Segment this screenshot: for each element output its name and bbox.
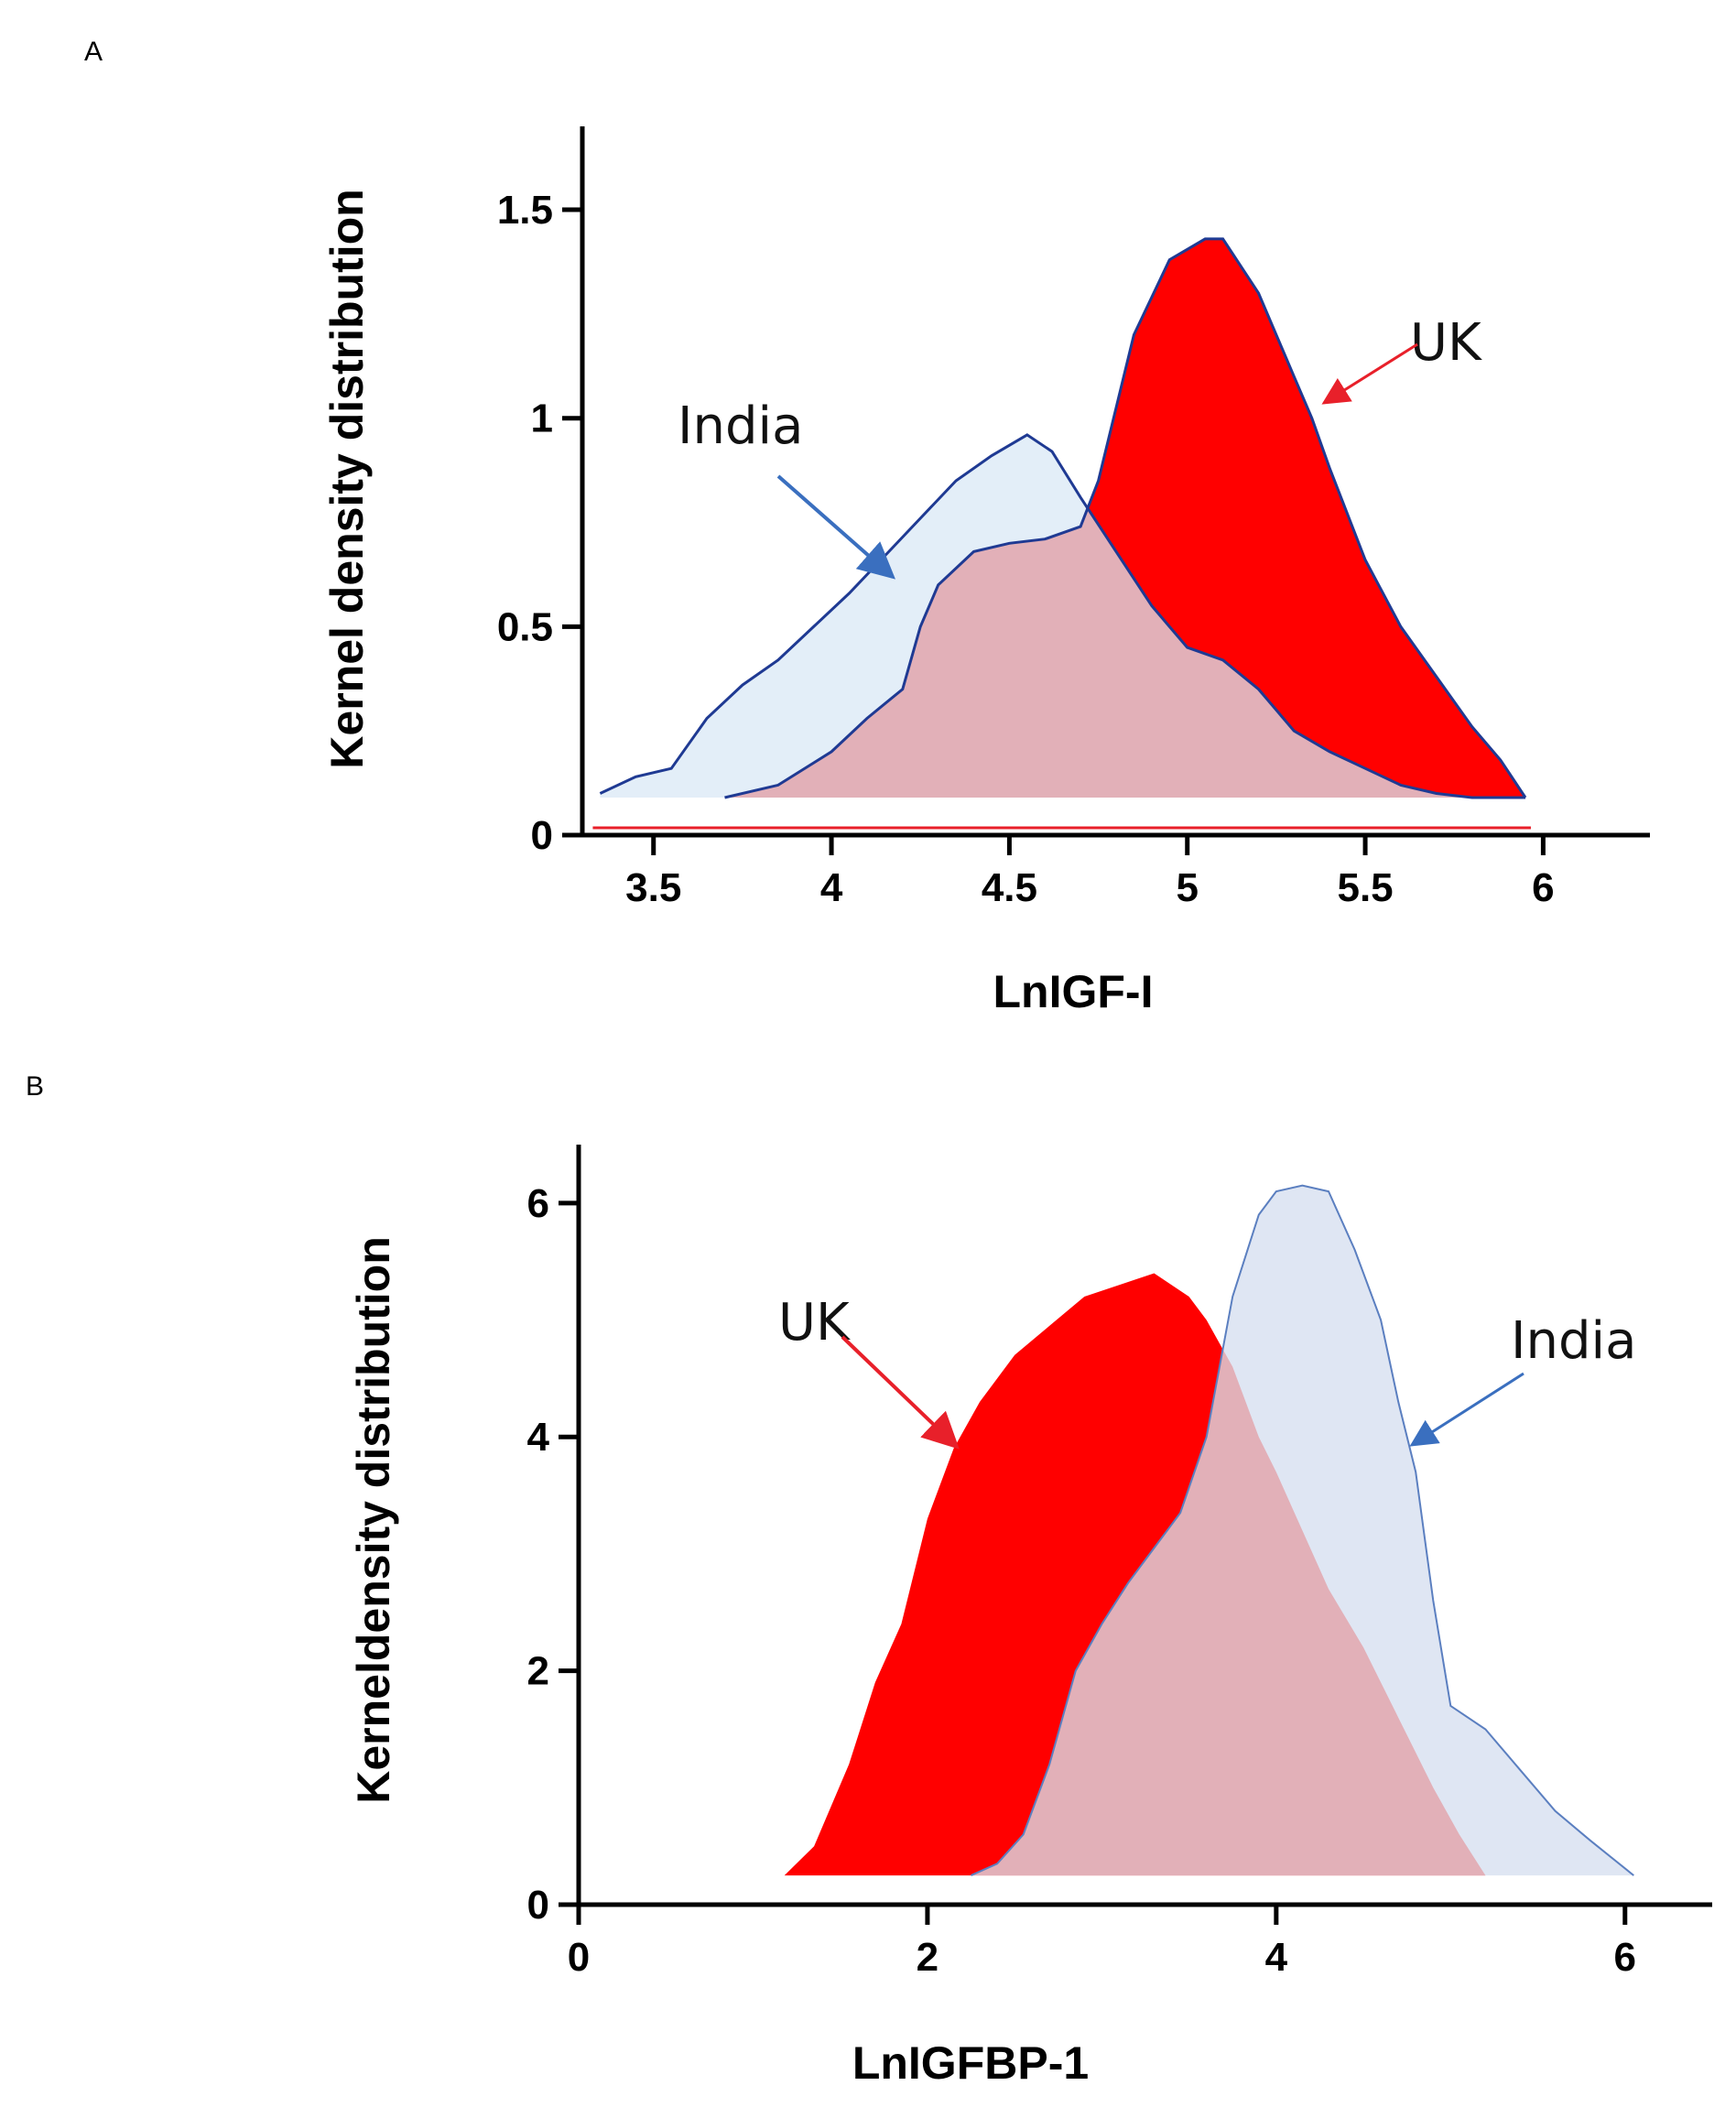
x-tick-label: 3.5 (625, 865, 681, 910)
x-axis-title: LnIGF-I (993, 966, 1154, 1017)
y-tick-label: 0.5 (497, 604, 553, 649)
x-axis-title: LnIGFBP-1 (852, 2037, 1089, 2089)
overlap-density-area (971, 1273, 1486, 1876)
uk-annotation: UK (778, 1293, 851, 1352)
india-density-line (971, 1184, 1634, 1877)
y-axis-ticks: 0 2 4 6 (527, 1181, 579, 1928)
y-tick-label: 4 (527, 1415, 550, 1460)
panel-b-label: B (26, 1071, 44, 1102)
x-tick-label: 6 (1532, 865, 1554, 910)
y-tick-label: 6 (527, 1181, 549, 1226)
x-tick-label: 4.5 (982, 865, 1037, 910)
y-axis-title: Kernel density distribution (321, 189, 373, 768)
x-tick-label: 6 (1614, 1935, 1636, 1980)
uk-arrow (1321, 342, 1418, 405)
x-tick-label: 0 (568, 1935, 590, 1980)
india-annotation: India (678, 396, 803, 456)
y-tick-label: 0 (527, 1883, 549, 1928)
x-axis-ticks: 3.5 4 4.5 5 5.5 6 (625, 835, 1555, 910)
y-tick-label: 1.5 (497, 188, 553, 233)
uk-arrow (841, 1335, 960, 1450)
x-tick-label: 5 (1176, 865, 1198, 910)
x-tick-label: 4 (1265, 1935, 1288, 1980)
panel-a: A 0 0.5 1 1.5 3.5 4 4.5 5 5.5 6 LnIGF-I Kernel d… (84, 37, 1650, 1017)
panel-b: B 0 2 4 6 0 2 4 6 LnIGFBP-1 Kerneldensity dist… (26, 1071, 1712, 2089)
x-tick-label: 5.5 (1337, 865, 1393, 910)
x-axis-ticks: 0 2 4 6 (568, 1905, 1636, 1980)
india-arrow (776, 474, 896, 580)
x-tick-label: 2 (917, 1935, 939, 1980)
india-annotation: India (1511, 1311, 1636, 1371)
panel-a-label: A (84, 37, 103, 67)
india-arrow (1409, 1372, 1524, 1447)
y-axis-title: Kerneldensity distribution (348, 1236, 399, 1804)
y-axis-ticks: 0 0.5 1 1.5 (497, 188, 582, 858)
x-tick-label: 4 (820, 865, 843, 910)
y-tick-label: 0 (531, 813, 553, 858)
india-density-line (599, 433, 1525, 799)
uk-annotation: UK (1410, 313, 1482, 373)
y-tick-label: 2 (527, 1649, 549, 1694)
uk-density-line (724, 237, 1527, 799)
y-tick-label: 1 (531, 396, 553, 441)
